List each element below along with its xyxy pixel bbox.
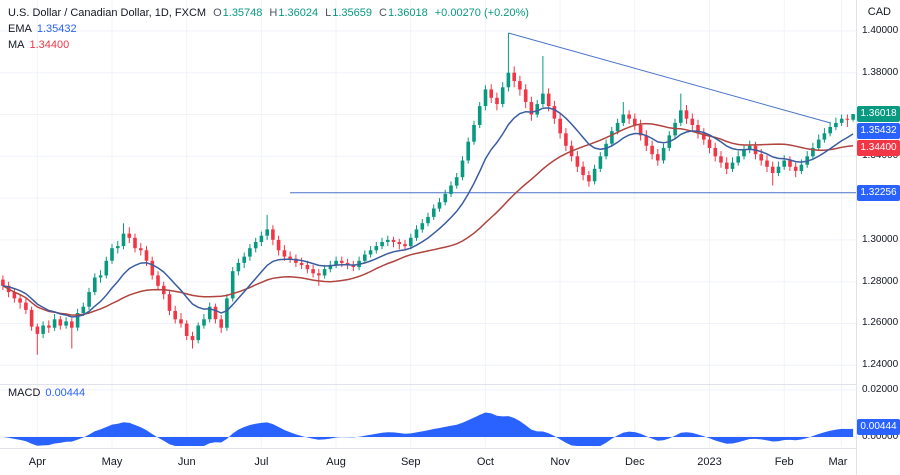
low-value: 1.35659 [332,7,373,19]
ema-axis-badge: 1.35432 [857,123,900,140]
trendline[interactable] [508,32,831,124]
symbol-title[interactable]: U.S. Dollar / Canadian Dollar, 1D, FXCM [8,7,207,19]
ma-axis-badge: 1.34400 [857,140,900,157]
time-axis[interactable]: Apr May Jun Jul Aug Sep Oct Nov Dec 2023 Feb Mar [0,449,856,475]
ohlc-values: O1.35748 H1.36024 L1.35659 C1.36018 +0.00270… [206,7,529,19]
time-axis-label: Apr [28,456,46,468]
time-axis-label: Dec [625,456,645,468]
ma-label: MA [8,39,25,51]
time-axis-label: Feb [774,456,794,468]
currency-label: CAD [867,6,891,18]
close-axis-badge: 1.36018 [857,106,900,123]
close-value: 1.36018 [387,7,428,19]
candlesticks [1,33,855,355]
low-label: L [325,7,332,19]
time-axis-label: Aug [326,456,346,468]
high-label: H [269,7,278,19]
time-axis-label: Jun [177,456,196,468]
time-axis-label: Jul [254,456,269,468]
symbol-row[interactable]: U.S. Dollar / Canadian Dollar, 1D, FXCM O… [8,5,529,21]
price-axis-label: 1.24000 [862,359,899,371]
change-value: +0.00270 (+0.20%) [434,7,529,19]
ma-value: 1.34400 [29,39,70,51]
macd-axis-label: 0.00000 [862,431,899,442]
time-axis-label: Oct [476,456,494,468]
chart-legend: U.S. Dollar / Canadian Dollar, 1D, FXCM O… [8,5,529,53]
macd-label: MACD [8,387,41,399]
time-axis-label: May [101,456,123,468]
price-axis-label: 1.28000 [862,275,899,287]
high-value: 1.36024 [278,7,319,19]
open-label: O [213,7,222,19]
time-axis-label: Mar [828,456,848,468]
price-axis[interactable]: 1.400001.380001.360001.340001.320001.300… [857,0,900,475]
macd-histogram [2,412,854,446]
macd-indicator-row[interactable]: MACD 0.00444 [8,387,85,399]
price-axis-label: 1.30000 [862,233,899,245]
close-label: C [379,7,387,19]
time-axis-label: 2023 [697,456,722,468]
price-axis-label: 1.38000 [862,66,899,78]
level-axis-badge: 1.32256 [857,184,900,201]
macd-axis-badge: 0.00444 [857,418,900,435]
ema-value: 1.35432 [36,23,77,35]
price-axis-label: 1.26000 [862,317,899,329]
macd-value: 0.00444 [45,387,86,399]
ema-label: EMA [8,23,32,35]
time-axis-label: Nov [550,456,570,468]
time-axis-label: Sep [400,456,421,468]
price-axis-label: 1.40000 [862,24,899,36]
open-value: 1.35748 [222,7,263,19]
ema-indicator-row[interactable]: EMA 1.35432 [8,21,529,37]
ema-line [2,107,854,318]
macd-axis-label: 0.02000 [862,384,899,395]
ma-indicator-row[interactable]: MA 1.34400 [8,37,529,53]
